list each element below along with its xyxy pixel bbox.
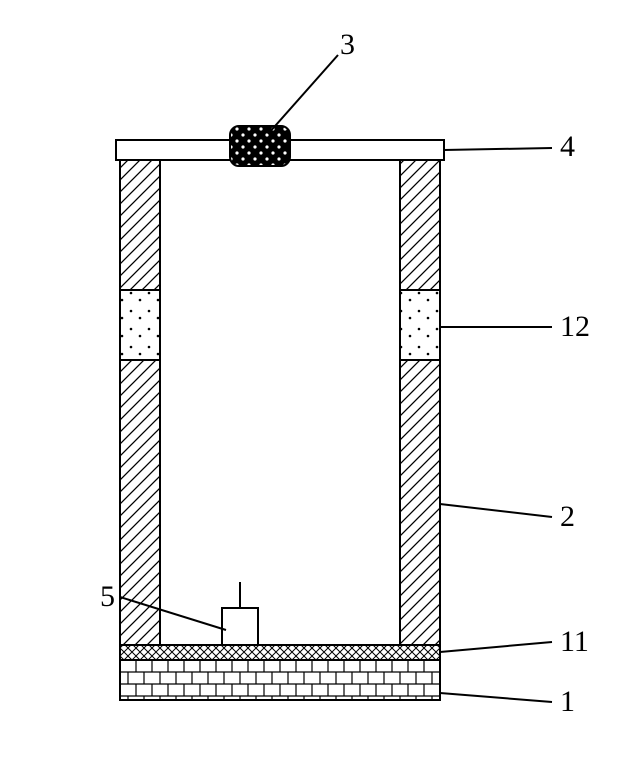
wall-right-2 bbox=[400, 160, 440, 645]
diagram-canvas bbox=[0, 0, 642, 758]
window-12-left bbox=[120, 290, 160, 360]
plug-3 bbox=[230, 126, 290, 166]
label-1: 1 bbox=[560, 685, 575, 719]
wall-left-2 bbox=[120, 160, 160, 645]
label-3: 3 bbox=[340, 28, 355, 62]
base-layer-1 bbox=[120, 660, 440, 700]
leader-11 bbox=[440, 642, 552, 652]
leader-2 bbox=[440, 504, 552, 517]
leader-1 bbox=[440, 693, 552, 702]
label-11: 11 bbox=[560, 625, 589, 659]
leader-4 bbox=[444, 148, 552, 150]
layer-11 bbox=[120, 645, 440, 660]
label-4: 4 bbox=[560, 130, 575, 164]
label-12: 12 bbox=[560, 310, 590, 344]
box-5 bbox=[222, 608, 258, 645]
window-12-right bbox=[400, 290, 440, 360]
label-2: 2 bbox=[560, 500, 575, 534]
label-5: 5 bbox=[100, 580, 115, 614]
leader-3 bbox=[268, 55, 338, 134]
